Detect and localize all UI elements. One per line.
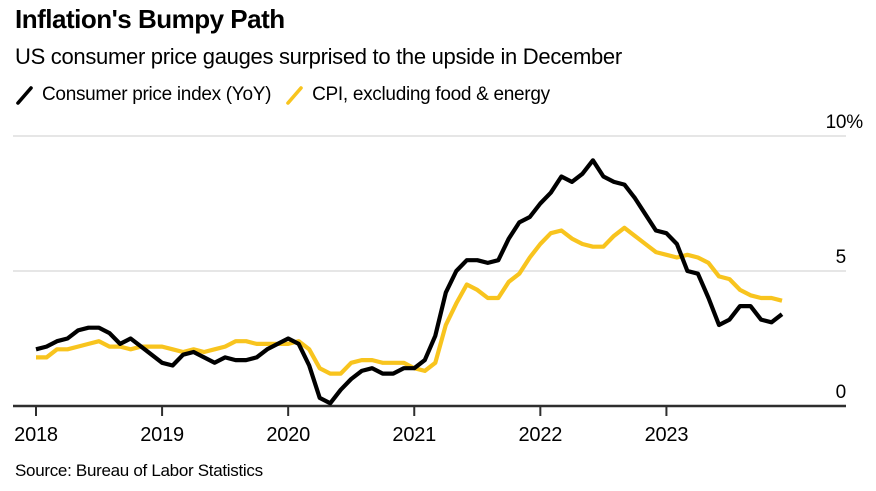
y-axis-tick-label: 10% [826, 112, 864, 133]
legend: Consumer price index (YoY) CPI, excludin… [15, 84, 550, 106]
line-swatch-icon [286, 85, 303, 105]
line-swatch-icon [16, 85, 33, 105]
y-axis-tick-label: 0 [836, 382, 846, 403]
legend-label-headline-cpi: Consumer price index (YoY) [42, 84, 272, 105]
x-axis-tick-label: 2018 [14, 424, 58, 446]
x-axis-tick-label: 2022 [518, 424, 562, 446]
x-axis-tick-label: 2019 [140, 424, 184, 446]
legend-item-core-cpi: CPI, excluding food & energy [285, 84, 550, 106]
page-subtitle: US consumer price gauges surprised to th… [15, 44, 622, 69]
y-axis-tick-label: 5 [836, 247, 846, 268]
source-note: Source: Bureau of Labor Statistics [15, 461, 263, 480]
legend-label-core-cpi: CPI, excluding food & energy [312, 84, 550, 105]
page-title: Inflation's Bumpy Path [15, 4, 285, 34]
series-line-consumer-price-index-yoy [35, 158, 784, 406]
x-axis-tick-label: 2023 [645, 424, 689, 446]
x-axis-tick-label: 2020 [266, 424, 310, 446]
series-line-cpi-excluding-food-energy [36, 225, 783, 376]
x-axis-tick-label: 2021 [392, 424, 436, 446]
legend-item-headline-cpi: Consumer price index (YoY) [15, 84, 271, 106]
